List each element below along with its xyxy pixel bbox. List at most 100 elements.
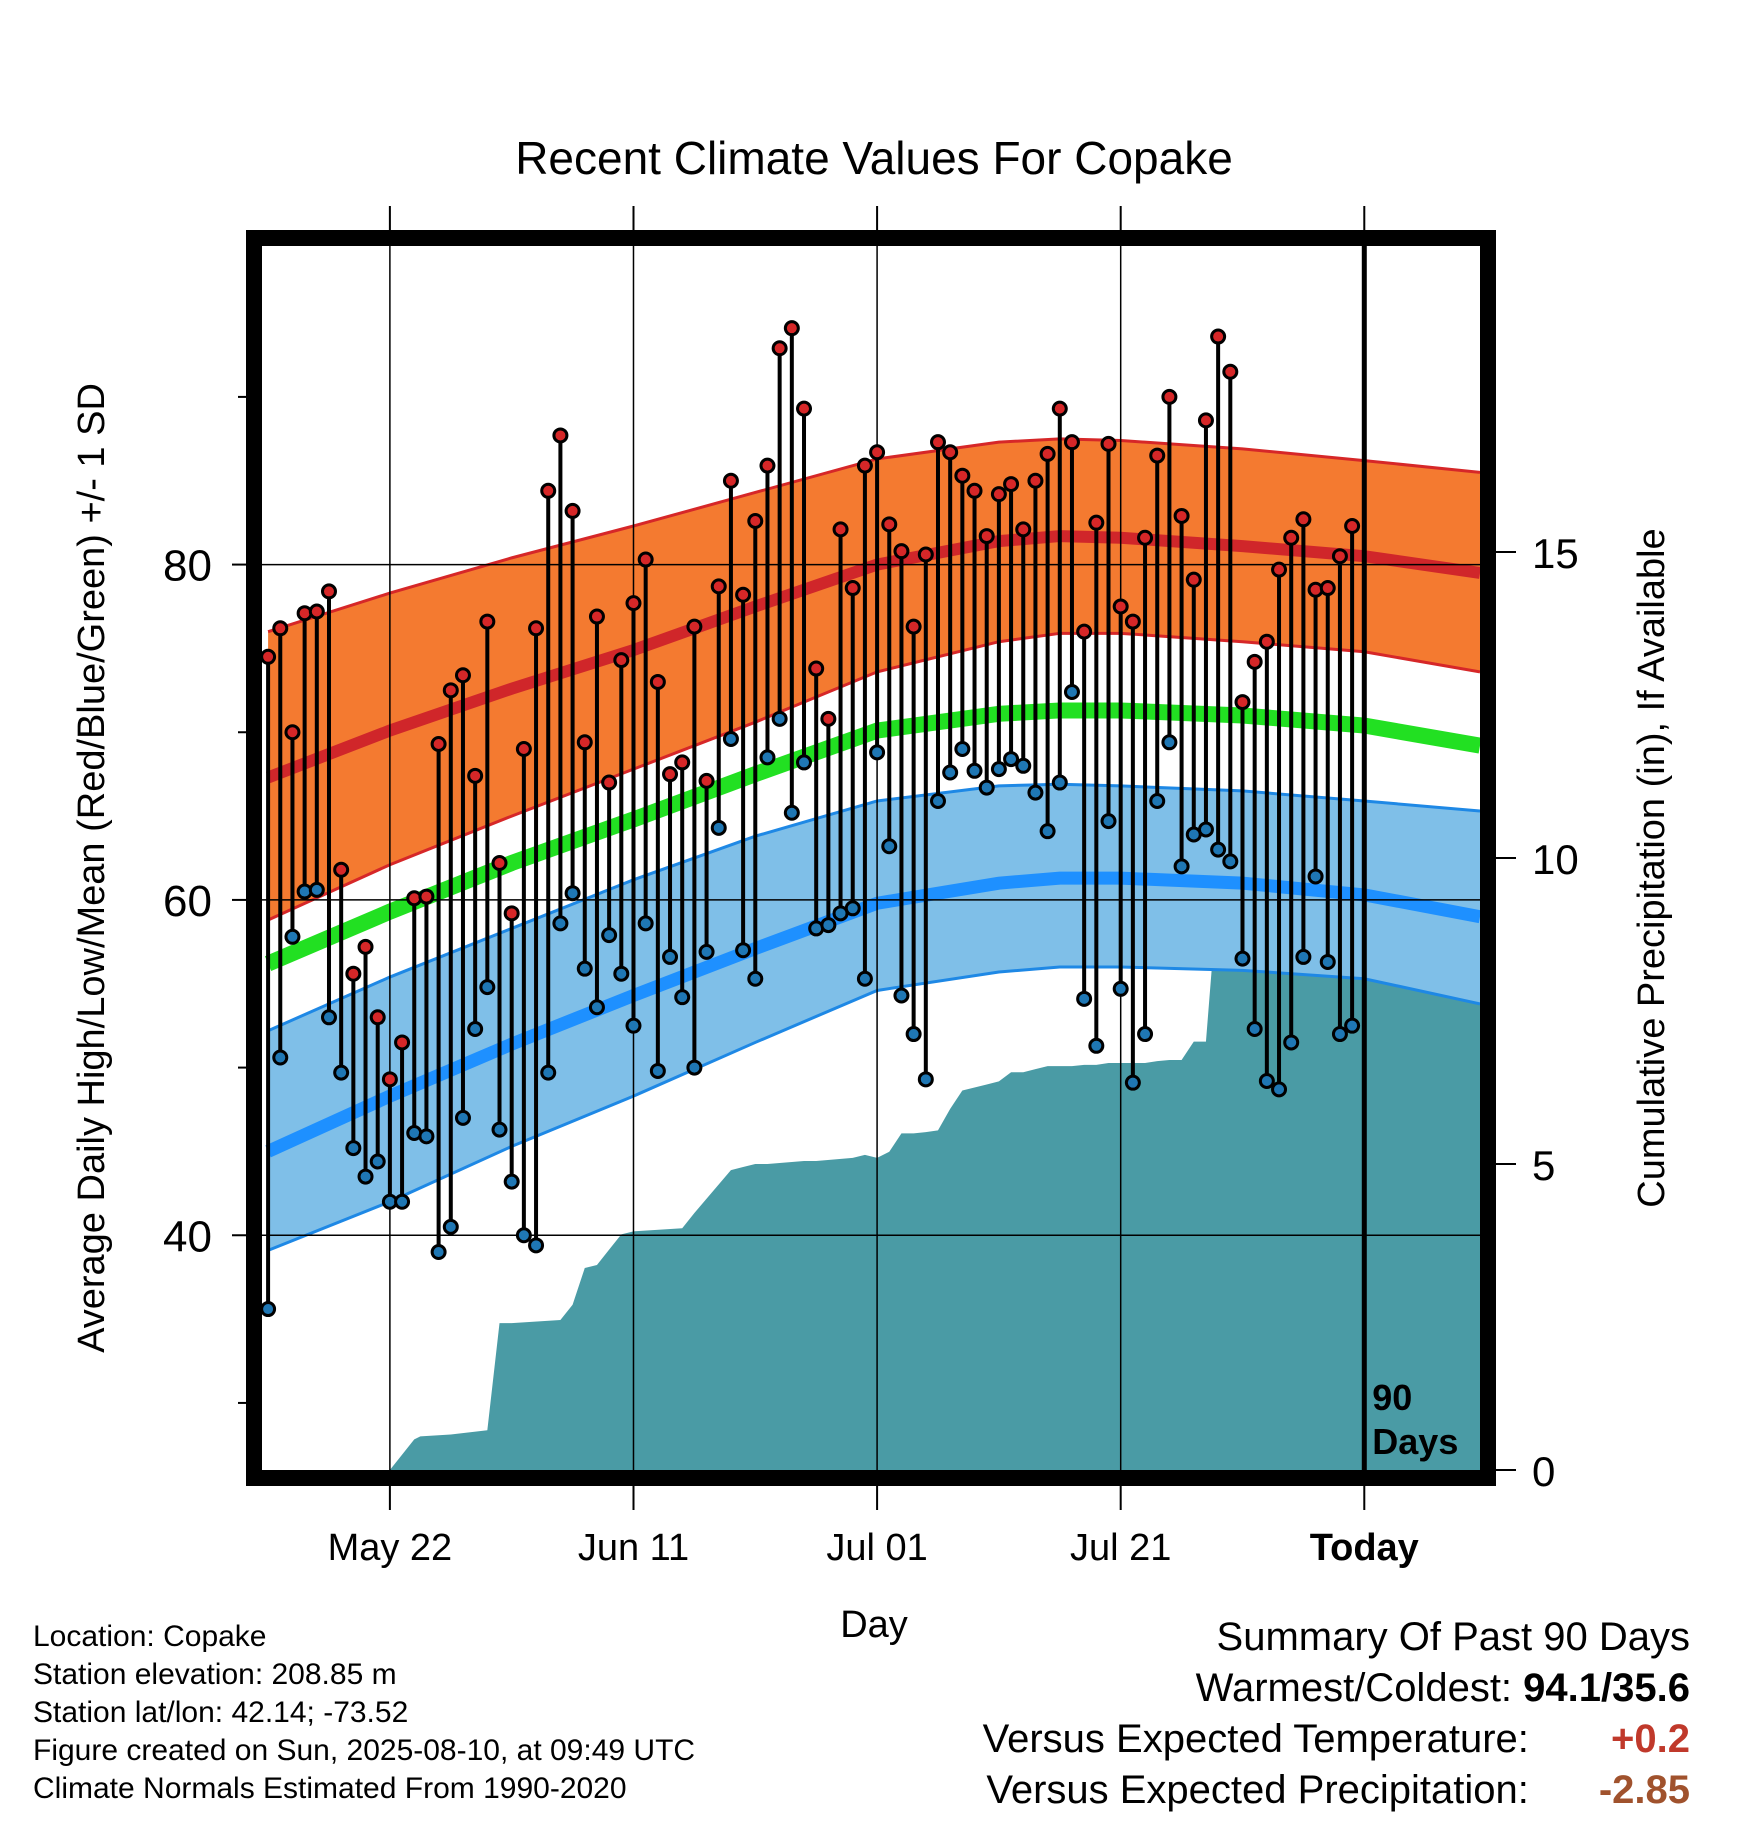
low-temp-point <box>308 881 325 898</box>
low-temp-point <box>613 965 630 982</box>
low-temp-point <box>917 1071 934 1088</box>
low-temp-point <box>1344 1017 1361 1034</box>
low-temp-point <box>747 970 764 987</box>
low-temp-point <box>467 1021 484 1038</box>
high-temp-point <box>1003 476 1020 493</box>
high-temp-point <box>771 340 788 357</box>
low-temp-point <box>1222 853 1239 870</box>
low-temp-point <box>320 1009 337 1026</box>
high-temp-point <box>1222 363 1239 380</box>
low-temp-point <box>893 987 910 1004</box>
low-temp-point <box>1003 751 1020 768</box>
low-temp-point <box>1161 734 1178 751</box>
low-temp-point <box>564 885 581 902</box>
low-temp-point <box>722 730 739 747</box>
y-tick-label: 60 <box>163 877 212 926</box>
warmest-coldest-value: 94.1/35.6 <box>1523 1666 1690 1710</box>
high-temp-point <box>1234 694 1251 711</box>
low-temp-point <box>1063 684 1080 701</box>
high-temp-point <box>394 1034 411 1051</box>
temp-anomaly-row: Versus Expected Temperature: +0.2 <box>983 1714 1690 1765</box>
high-temp-point <box>1149 447 1166 464</box>
high-temp-point <box>1124 613 1141 630</box>
high-temp-point <box>856 457 873 474</box>
low-temp-point <box>418 1128 435 1145</box>
high-temp-point <box>442 682 459 699</box>
high-temp-point <box>990 486 1007 503</box>
high-temp-point <box>710 578 727 595</box>
x-tick-label: Jun 11 <box>578 1527 689 1569</box>
high-temp-point <box>1137 529 1154 546</box>
high-temp-point <box>747 512 764 529</box>
low-temp-point <box>1271 1081 1288 1098</box>
high-temp-point <box>637 551 654 568</box>
low-normal-line <box>265 871 1480 1158</box>
low-temp-point <box>1173 858 1190 875</box>
low-temp-point <box>479 979 496 996</box>
low-temp-point <box>576 960 593 977</box>
high-temp-point <box>735 586 752 603</box>
high-temp-point <box>1027 472 1044 489</box>
y2-tick-label: 10 <box>1532 836 1579 883</box>
high-temp-point <box>832 521 849 538</box>
x-tick-label: May 22 <box>328 1527 453 1569</box>
low-temp-point <box>284 928 301 945</box>
low-band-lower-edge <box>267 965 1480 1252</box>
low-temp-point <box>430 1244 447 1261</box>
high-temp-point <box>1271 561 1288 578</box>
low-temp-point <box>491 1121 508 1138</box>
high-temp-point <box>1258 633 1275 650</box>
low-temp-point <box>1319 953 1336 970</box>
high-temp-point <box>430 735 447 752</box>
axes-layer: 40 60 80 May 22 Jun 11 Jul 01 Jul 21 Today 0 5 10 1… <box>163 206 1579 1569</box>
high-temp-point <box>1051 400 1068 417</box>
high-temp-point <box>576 734 593 751</box>
low-temp-point <box>674 989 691 1006</box>
x-tick-label: Jul 01 <box>826 1527 927 1569</box>
high-temp-point <box>649 673 666 690</box>
x-tick-label: Today <box>1310 1527 1419 1569</box>
low-temp-point <box>649 1062 666 1079</box>
high-temp-point <box>357 938 374 955</box>
low-temp-point <box>1295 948 1312 965</box>
precip-anomaly-label: Versus Expected Precipitation: <box>986 1768 1529 1812</box>
low-temp-point <box>357 1168 374 1185</box>
temperature-stems-layer <box>266 328 1355 1310</box>
normals-note-text: Climate Normals Estimated From 1990-2020 <box>33 1772 627 1805</box>
y-axis-label: Average Daily High/Low/Mean (Red/Blue/Gr… <box>71 383 113 1353</box>
high-temp-point <box>954 467 971 484</box>
temp-anomaly-label: Versus Expected Temperature: <box>982 1717 1529 1761</box>
precipitation-area <box>389 882 1480 1470</box>
low-temp-point <box>601 927 618 944</box>
low-temp-point <box>540 1064 557 1081</box>
today-note-days: Days <box>1372 1421 1458 1462</box>
high-temp-point <box>564 502 581 519</box>
low-temp-point <box>856 970 873 987</box>
x-tick-label: Jul 21 <box>1070 1527 1171 1569</box>
high-temp-point <box>333 861 350 878</box>
low-temp-point <box>796 754 813 771</box>
low-temp-point <box>686 1059 703 1076</box>
high-temp-point <box>917 546 934 563</box>
low-temp-point <box>966 762 983 779</box>
low-temp-point <box>1246 1021 1263 1038</box>
low-temp-point <box>394 1193 411 1210</box>
station-info: Location: Copake Station elevation: 208.… <box>33 1618 695 1808</box>
low-temp-point <box>1088 1037 1105 1054</box>
low-temp-point <box>905 1026 922 1043</box>
high-temp-point <box>1283 529 1300 546</box>
precip-anomaly-row: Versus Expected Precipitation: -2.85 <box>983 1765 1690 1816</box>
high-temp-point <box>1185 571 1202 588</box>
high-temp-point <box>1197 412 1214 429</box>
temperature-points-layer <box>260 320 1361 1318</box>
low-temp-point <box>369 1153 386 1170</box>
low-temp-point <box>1039 823 1056 840</box>
high-temp-point <box>625 595 642 612</box>
high-temp-point <box>479 613 496 630</box>
precip-anomaly-value: -2.85 <box>1598 1768 1690 1812</box>
low-temp-point <box>1137 1026 1154 1043</box>
low-temp-point <box>929 792 946 809</box>
high-temp-point <box>260 648 277 665</box>
